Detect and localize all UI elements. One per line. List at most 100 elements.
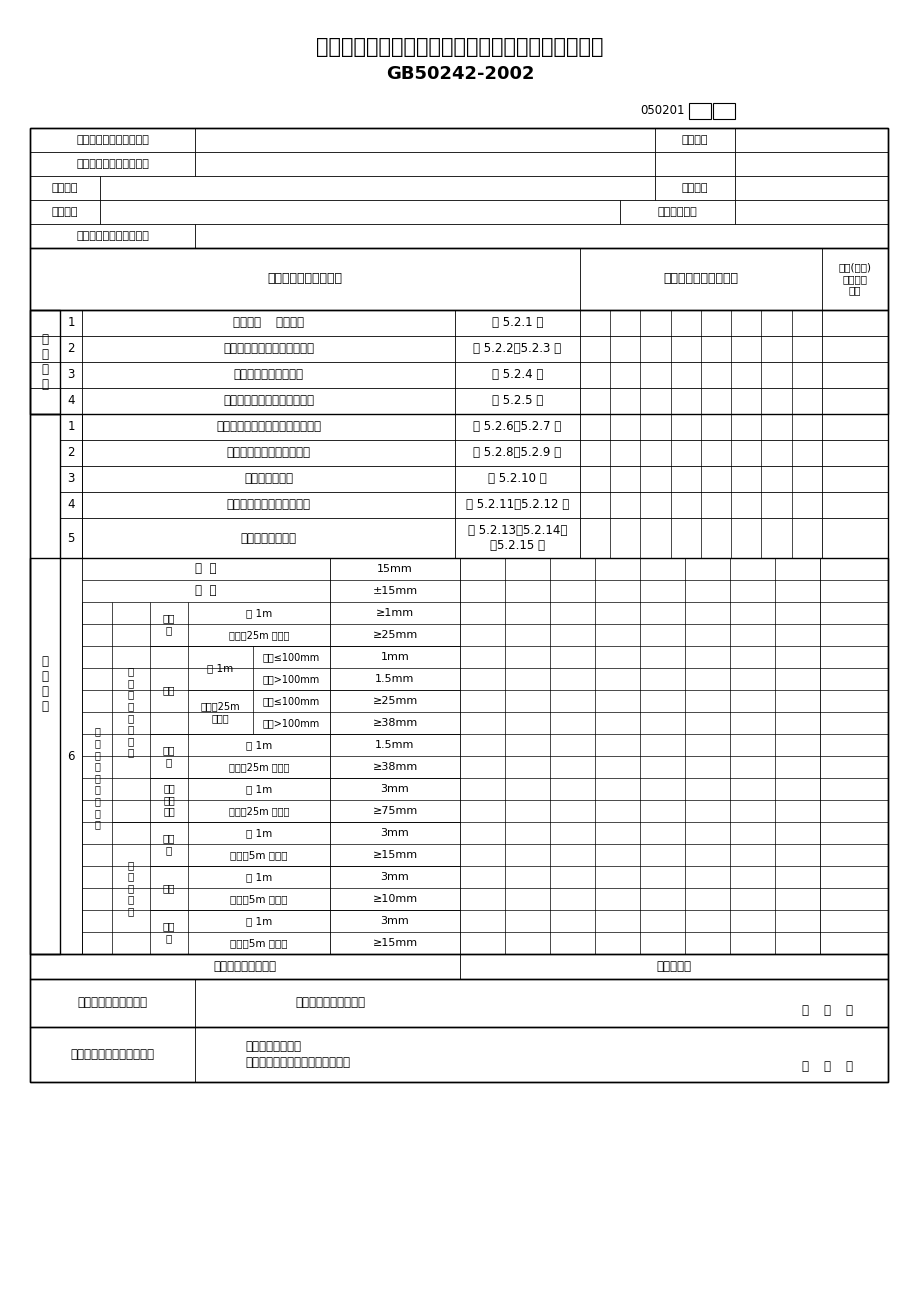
Text: 3mm: 3mm	[380, 872, 409, 881]
Text: 管径>100mm: 管径>100mm	[263, 717, 320, 728]
Text: 塑料
管: 塑料 管	[163, 745, 175, 767]
Text: 5: 5	[67, 531, 74, 544]
Text: 横
管
纵
横
方
向
弯
曲: 横 管 纵 横 方 向 弯 曲	[128, 667, 134, 758]
Text: 坐  标: 坐 标	[195, 562, 217, 575]
Text: ≥75mm: ≥75mm	[372, 806, 417, 816]
Text: 标  高: 标 高	[195, 585, 217, 598]
Text: 4: 4	[67, 395, 74, 408]
Bar	[30, 128, 887, 247]
Text: 管径≤100mm: 管径≤100mm	[263, 652, 320, 661]
Text: 立
管
垂
直
度: 立 管 垂 直 度	[128, 859, 134, 917]
Text: 3mm: 3mm	[380, 784, 409, 794]
Bar	[60, 414, 82, 559]
Text: 生活污水管道上设检查口和清扫口: 生活污水管道上设检查口和清扫口	[216, 421, 321, 434]
Text: 排水管道    灌水试验: 排水管道 灌水试验	[233, 316, 303, 329]
Text: 主
控
项
目: 主 控 项 目	[41, 333, 49, 391]
Text: 塑料
管: 塑料 管	[163, 922, 175, 943]
Bar	[30, 310, 60, 414]
Text: 每 1m: 每 1m	[245, 872, 272, 881]
Text: 1.5mm: 1.5mm	[375, 740, 414, 750]
Text: 室内排水管道安装: 室内排水管道安装	[240, 531, 296, 544]
Text: 6: 6	[67, 750, 74, 763]
Text: 单位（子单位）工程名称: 单位（子单位）工程名称	[76, 135, 149, 145]
Text: GB50242-2002: GB50242-2002	[385, 65, 534, 83]
Text: 分部（子分部）工程名称: 分部（子分部）工程名称	[76, 159, 149, 169]
Text: 分包单位: 分包单位	[51, 207, 78, 217]
Text: 分包项目经理: 分包项目经理	[657, 207, 697, 217]
Text: 铸铁
管: 铸铁 管	[163, 833, 175, 855]
Bar	[688, 103, 710, 118]
Text: 管径>100mm: 管径>100mm	[263, 674, 320, 684]
Text: 每 1m: 每 1m	[245, 740, 272, 750]
Text: 每 1m: 每 1m	[245, 608, 272, 618]
Text: 第 5.2.11、5.2.12 条: 第 5.2.11、5.2.12 条	[465, 499, 569, 512]
Text: 3: 3	[67, 368, 74, 381]
Text: 第 5.2.4 条: 第 5.2.4 条	[492, 368, 542, 381]
Text: 全长（25m 以上）: 全长（25m 以上）	[229, 806, 289, 816]
Text: 每 1m: 每 1m	[245, 917, 272, 926]
Bar	[30, 1027, 887, 1082]
Text: 年    月    日: 年 月 日	[801, 1005, 853, 1017]
Text: 金属和塑料管支、吊架安装: 金属和塑料管支、吊架安装	[226, 447, 311, 460]
Bar	[30, 247, 887, 310]
Text: ≥25mm: ≥25mm	[372, 697, 417, 706]
Text: 一
般
项
目: 一 般 项 目	[41, 655, 49, 713]
Text: 项目专业质量检查员：: 项目专业质量检查员：	[295, 996, 365, 1009]
Text: 钢管: 钢管	[163, 883, 175, 893]
Text: 钢筋
混凝
土管: 钢筋 混凝 土管	[163, 784, 175, 816]
Text: 全长（25m 以上）: 全长（25m 以上）	[229, 630, 289, 641]
Text: 管径≤100mm: 管径≤100mm	[263, 697, 320, 706]
Text: 施工单位: 施工单位	[51, 184, 78, 193]
Text: 全长（25m 以上）: 全长（25m 以上）	[229, 762, 289, 772]
Text: 排
水
管
安
装
允
许
偏
差: 排 水 管 安 装 允 许 偏 差	[94, 727, 100, 829]
Text: ≥25mm: ≥25mm	[372, 630, 417, 641]
Text: 验收部位: 验收部位	[681, 135, 708, 145]
Bar	[712, 103, 734, 118]
Text: 施工单位检查评定记录: 施工单位检查评定记录	[663, 272, 738, 285]
Bar	[30, 559, 887, 954]
Text: 第 5.2.1 条: 第 5.2.1 条	[492, 316, 542, 329]
Text: 施工班组长: 施工班组长	[656, 960, 691, 973]
Text: ≥10mm: ≥10mm	[372, 894, 417, 904]
Text: 监理(建设)
单位验收
记录: 监理(建设) 单位验收 记录	[837, 263, 870, 296]
Text: 医院污水和饮食业工艺排水: 医院污水和饮食业工艺排水	[226, 499, 311, 512]
Text: 第 5.2.6、5.2.7 条: 第 5.2.6、5.2.7 条	[473, 421, 561, 434]
Text: 全长（5m 以上）: 全长（5m 以上）	[230, 894, 288, 904]
Text: 铸铁
管: 铸铁 管	[163, 613, 175, 635]
Text: 050201: 050201	[640, 103, 685, 116]
Text: 每 1m: 每 1m	[245, 784, 272, 794]
Text: 第 5.2.10 条: 第 5.2.10 条	[488, 473, 546, 486]
Text: 3mm: 3mm	[380, 828, 409, 838]
Text: 施工质量验收规范规定: 施工质量验收规范规定	[267, 272, 342, 285]
Text: 专业工长（施工员）: 专业工长（施工员）	[213, 960, 277, 973]
Text: 生活污水铸铁管，塑料管坡度: 生活污水铸铁管，塑料管坡度	[222, 342, 313, 355]
Text: ≥15mm: ≥15mm	[372, 850, 417, 861]
Text: 施工单位检查评定结果: 施工单位检查评定结果	[77, 996, 147, 1009]
Text: 3: 3	[67, 473, 74, 486]
Text: ±15mm: ±15mm	[372, 586, 417, 596]
Text: 室内排水管道及配件安装工程检验批质量验收记录表: 室内排水管道及配件安装工程检验批质量验收记录表	[316, 36, 603, 57]
Text: （建设单位项目专业技术负责人）: （建设单位项目专业技术负责人）	[244, 1056, 349, 1069]
Text: 年    月    日: 年 月 日	[801, 1060, 853, 1073]
Bar	[30, 128, 887, 1082]
Text: 监理（建设）单位验收结论: 监理（建设）单位验收结论	[71, 1048, 154, 1061]
Bar	[30, 954, 887, 979]
Text: 全长（5m 以上）: 全长（5m 以上）	[230, 937, 288, 948]
Text: 第 5.2.13、5.2.14、
、5.2.15 条: 第 5.2.13、5.2.14、 、5.2.15 条	[467, 523, 567, 552]
Text: 1mm: 1mm	[380, 652, 409, 661]
Text: 第 5.2.5 条: 第 5.2.5 条	[492, 395, 542, 408]
Bar	[30, 414, 60, 954]
Text: 1.5mm: 1.5mm	[375, 674, 414, 684]
Text: ≥38mm: ≥38mm	[372, 762, 417, 772]
Text: ≥15mm: ≥15mm	[372, 937, 417, 948]
Text: 每 1m: 每 1m	[245, 828, 272, 838]
Text: 4: 4	[67, 499, 74, 512]
Text: 全长（5m 以上）: 全长（5m 以上）	[230, 850, 288, 861]
Text: 每 1m: 每 1m	[207, 663, 233, 673]
Text: ≥1mm: ≥1mm	[376, 608, 414, 618]
Text: ≥38mm: ≥38mm	[372, 717, 417, 728]
Text: 2: 2	[67, 342, 74, 355]
Text: 2: 2	[67, 447, 74, 460]
Text: 施工执行标准名称及编号: 施工执行标准名称及编号	[76, 230, 149, 241]
Text: 1: 1	[67, 316, 74, 329]
